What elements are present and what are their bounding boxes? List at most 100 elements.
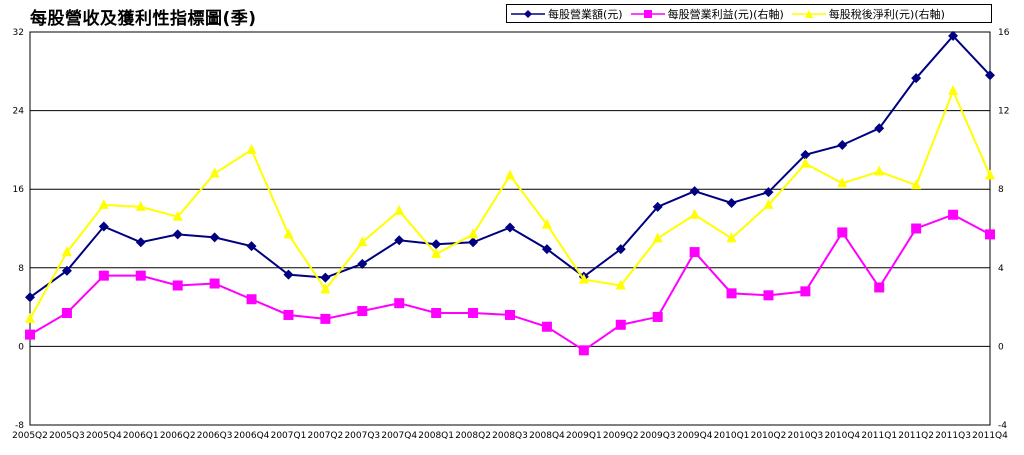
data-point <box>135 270 146 281</box>
data-point <box>948 209 959 220</box>
data-point <box>98 198 109 209</box>
x-tick-label: 2010Q3 <box>788 431 824 441</box>
legend-marker-square-icon <box>630 9 665 18</box>
data-point <box>837 177 848 188</box>
data-point <box>652 201 663 212</box>
data-point <box>726 232 737 243</box>
x-tick-label: 2007Q4 <box>381 431 417 441</box>
legend-label-revenue: 每股營業額(元) <box>548 7 623 21</box>
data-point <box>689 208 700 219</box>
series-layer <box>25 30 995 356</box>
series-line <box>29 34 991 299</box>
data-point <box>763 198 774 209</box>
right-tick-label: 16 <box>998 28 1010 38</box>
data-point <box>320 272 331 283</box>
right-tick-label: 0 <box>998 342 1004 352</box>
x-tick-label: 2005Q2 <box>12 431 48 441</box>
chart-title: 每股營收及獲利性指標圖(季) <box>30 9 257 29</box>
data-point <box>615 319 626 330</box>
data-point <box>763 187 774 198</box>
left-tick-label: 0 <box>18 342 24 352</box>
data-point <box>505 309 515 320</box>
legend-label-operating-profit: 每股營業利益(元)(右軸) <box>667 7 784 21</box>
data-point <box>985 169 995 180</box>
data-point <box>726 288 737 299</box>
data-point <box>394 298 405 309</box>
data-point <box>357 306 368 317</box>
x-tick-label: 2006Q1 <box>123 431 159 441</box>
data-point <box>541 244 552 255</box>
data-point <box>505 169 515 180</box>
data-point <box>652 232 663 243</box>
data-point <box>283 228 294 239</box>
series-2 <box>25 84 995 323</box>
x-tick-label: 2006Q2 <box>160 431 196 441</box>
data-point <box>357 236 368 247</box>
x-tick-label: 2008Q4 <box>529 431 565 441</box>
x-tick-label: 2007Q2 <box>308 431 344 441</box>
data-point <box>800 286 811 297</box>
data-point <box>25 329 35 340</box>
legend-label-net-income: 每股稅後淨利(元)(右軸) <box>828 7 945 21</box>
x-tick-label: 2008Q2 <box>455 431 491 441</box>
data-point <box>468 237 479 248</box>
x-tick-label: 2005Q3 <box>49 431 85 441</box>
x-tick-label: 2009Q3 <box>640 431 676 441</box>
data-point <box>874 165 885 176</box>
x-axis-ticks: 2005Q2 2005Q3 2005Q4 2006Q1 2006Q2 2006Q3 2006… <box>12 431 1008 441</box>
data-point <box>652 311 663 322</box>
x-tick-label: 2005Q4 <box>86 431 122 441</box>
data-point <box>763 290 774 301</box>
series-0 <box>25 30 995 303</box>
data-point <box>394 204 405 215</box>
data-point <box>209 167 220 178</box>
data-point <box>61 246 72 257</box>
x-tick-label: 2011Q4 <box>972 431 1008 441</box>
data-point <box>800 157 811 168</box>
data-point <box>246 241 257 252</box>
data-point <box>615 279 626 290</box>
x-tick-label: 2011Q3 <box>935 431 971 441</box>
left-tick-label: 16 <box>13 185 25 195</box>
right-tick-label: 8 <box>998 185 1004 195</box>
data-point <box>468 307 479 318</box>
data-point <box>209 278 220 289</box>
data-point <box>25 292 35 303</box>
data-point <box>98 270 109 281</box>
data-point <box>431 248 442 259</box>
x-tick-label: 2009Q1 <box>566 431 602 441</box>
data-point <box>948 84 959 95</box>
data-point <box>541 218 552 229</box>
x-tick-label: 2007Q1 <box>271 431 307 441</box>
data-point <box>578 273 589 284</box>
data-point <box>246 143 257 154</box>
left-tick-label: 24 <box>13 107 25 117</box>
data-point <box>689 247 700 258</box>
data-point <box>689 186 700 197</box>
right-tick-label: -4 <box>998 421 1007 431</box>
data-point <box>172 210 183 221</box>
x-tick-label: 2009Q4 <box>677 431 713 441</box>
x-tick-label: 2010Q4 <box>824 431 860 441</box>
plot-area <box>29 31 991 426</box>
data-point <box>615 244 626 255</box>
data-point <box>431 307 442 318</box>
legend-marker-diamond-icon <box>511 9 545 18</box>
data-point <box>837 227 848 238</box>
data-point <box>98 221 109 232</box>
data-point <box>135 200 146 211</box>
right-tick-label: 4 <box>998 264 1004 274</box>
data-point <box>431 239 442 250</box>
data-point <box>172 229 183 240</box>
data-point <box>985 229 995 240</box>
legend-item-operating-profit: 每股營業利益(元)(右軸) <box>630 6 784 22</box>
x-tick-label: 2010Q1 <box>714 431 750 441</box>
data-point <box>541 321 552 332</box>
data-point <box>911 223 922 234</box>
x-tick-label: 2010Q2 <box>751 431 787 441</box>
x-tick-label: 2006Q4 <box>234 431 270 441</box>
data-point <box>726 197 737 208</box>
data-point <box>468 228 479 239</box>
data-point <box>320 313 331 324</box>
